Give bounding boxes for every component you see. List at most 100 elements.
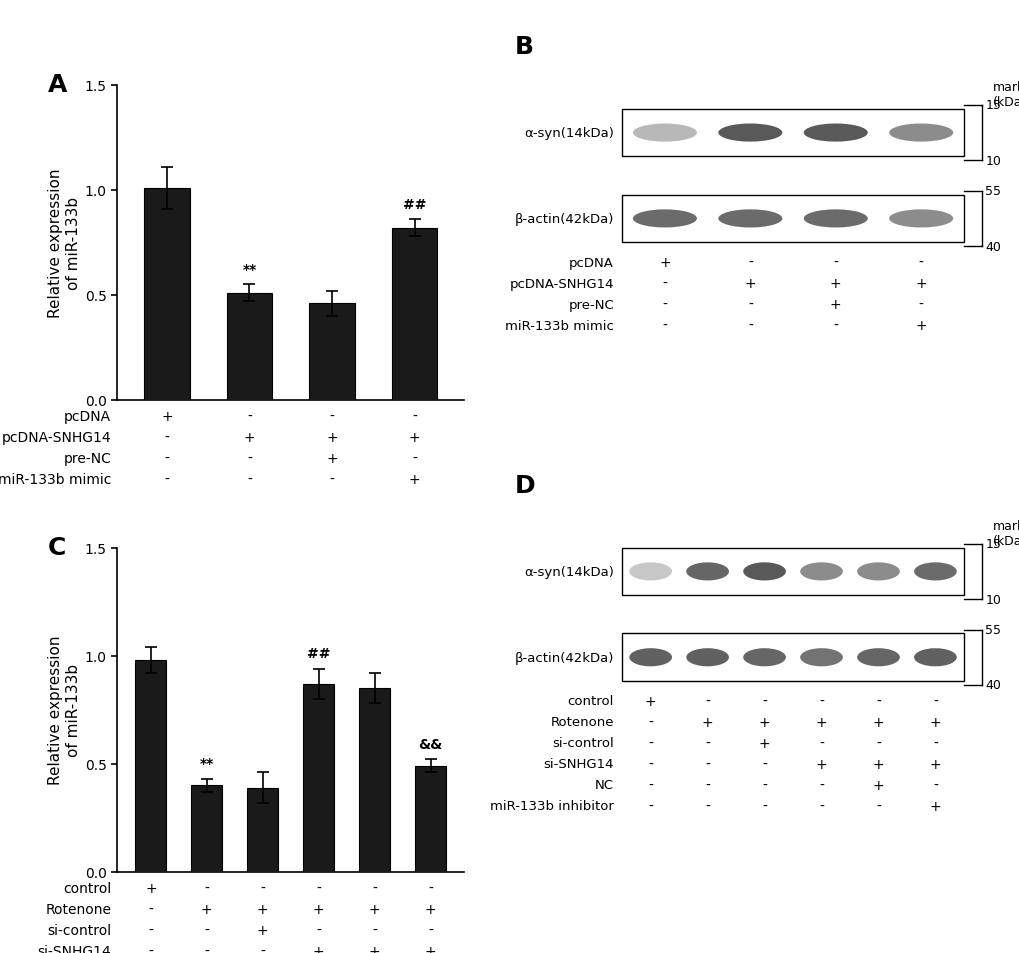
Text: -: - bbox=[761, 799, 766, 813]
Text: +: + bbox=[244, 430, 255, 444]
Text: -: - bbox=[204, 943, 209, 953]
Text: si-SNHG14: si-SNHG14 bbox=[543, 758, 613, 771]
Text: -: - bbox=[149, 943, 153, 953]
Text: 10: 10 bbox=[984, 154, 1001, 168]
Text: -: - bbox=[372, 923, 377, 937]
Text: +: + bbox=[872, 778, 883, 792]
Text: +: + bbox=[914, 318, 926, 333]
Text: 55: 55 bbox=[984, 185, 1001, 198]
Text: +: + bbox=[658, 255, 671, 270]
Text: +: + bbox=[424, 902, 436, 916]
Text: -: - bbox=[428, 881, 432, 895]
Text: -: - bbox=[247, 472, 252, 486]
Text: -: - bbox=[747, 255, 752, 270]
Text: -: - bbox=[761, 778, 766, 792]
Text: si-control: si-control bbox=[551, 737, 613, 750]
Text: -: - bbox=[704, 757, 709, 771]
Text: miR-133b mimic: miR-133b mimic bbox=[0, 472, 111, 486]
Text: -: - bbox=[648, 757, 652, 771]
Text: -: - bbox=[648, 778, 652, 792]
Text: -: - bbox=[918, 255, 923, 270]
Text: +: + bbox=[369, 943, 380, 953]
Text: +: + bbox=[815, 715, 826, 729]
Text: -: - bbox=[932, 694, 936, 708]
Text: NC: NC bbox=[594, 779, 613, 792]
Text: -: - bbox=[329, 472, 334, 486]
Text: +: + bbox=[744, 276, 755, 291]
Text: +: + bbox=[145, 881, 157, 895]
Text: ##: ## bbox=[403, 197, 426, 212]
Text: -: - bbox=[164, 430, 169, 444]
Text: 40: 40 bbox=[984, 240, 1001, 253]
Text: A: A bbox=[48, 73, 67, 97]
Text: +: + bbox=[201, 902, 212, 916]
Text: Rotenone: Rotenone bbox=[550, 716, 613, 729]
Text: -: - bbox=[412, 451, 417, 465]
Text: -: - bbox=[648, 799, 652, 813]
Text: si-control: si-control bbox=[47, 923, 111, 937]
Text: +: + bbox=[701, 715, 712, 729]
Text: -: - bbox=[932, 736, 936, 750]
Text: -: - bbox=[329, 409, 334, 423]
Text: -: - bbox=[260, 881, 265, 895]
Text: +: + bbox=[758, 715, 769, 729]
Text: +: + bbox=[409, 472, 420, 486]
Text: -: - bbox=[204, 923, 209, 937]
Text: -: - bbox=[661, 276, 666, 291]
Text: +: + bbox=[872, 757, 883, 771]
Text: -: - bbox=[412, 409, 417, 423]
Bar bbox=[415, 766, 445, 872]
Text: +: + bbox=[257, 902, 268, 916]
Text: -: - bbox=[149, 902, 153, 916]
Text: -: - bbox=[661, 318, 666, 333]
Text: -: - bbox=[661, 297, 666, 312]
Text: β-actin(42kDa): β-actin(42kDa) bbox=[515, 213, 613, 226]
Text: D: D bbox=[515, 474, 535, 497]
Text: -: - bbox=[875, 799, 880, 813]
Text: +: + bbox=[928, 715, 941, 729]
Bar bbox=[303, 684, 334, 872]
Text: -: - bbox=[149, 923, 153, 937]
Text: 55: 55 bbox=[984, 623, 1001, 637]
Text: -: - bbox=[316, 923, 321, 937]
Text: -: - bbox=[704, 736, 709, 750]
Text: **: ** bbox=[243, 263, 257, 276]
Text: -: - bbox=[648, 736, 652, 750]
Text: pcDNA-SNHG14: pcDNA-SNHG14 bbox=[510, 277, 613, 291]
Text: -: - bbox=[704, 694, 709, 708]
Text: -: - bbox=[164, 472, 169, 486]
Text: +: + bbox=[829, 297, 841, 312]
Text: +: + bbox=[326, 451, 337, 465]
Bar bbox=[136, 660, 166, 872]
Text: -: - bbox=[372, 881, 377, 895]
Text: -: - bbox=[833, 255, 838, 270]
Text: +: + bbox=[928, 757, 941, 771]
Text: -: - bbox=[747, 297, 752, 312]
Text: -: - bbox=[818, 778, 823, 792]
Text: -: - bbox=[818, 694, 823, 708]
Y-axis label: Relative expression
of miR-133b: Relative expression of miR-133b bbox=[48, 169, 81, 317]
Text: B: B bbox=[515, 35, 534, 59]
Text: +: + bbox=[829, 276, 841, 291]
Text: pcDNA: pcDNA bbox=[64, 409, 111, 423]
Text: Rotenone: Rotenone bbox=[45, 902, 111, 916]
Text: miR-133b mimic: miR-133b mimic bbox=[504, 319, 613, 333]
Bar bbox=[226, 294, 272, 400]
Text: -: - bbox=[247, 451, 252, 465]
Text: -: - bbox=[818, 799, 823, 813]
Text: miR-133b inhibitor: miR-133b inhibitor bbox=[490, 800, 613, 813]
Text: marker
(kDa): marker (kDa) bbox=[991, 519, 1019, 547]
Text: -: - bbox=[918, 297, 923, 312]
Text: pcDNA-SNHG14: pcDNA-SNHG14 bbox=[2, 430, 111, 444]
Text: si-SNHG14: si-SNHG14 bbox=[38, 943, 111, 953]
Text: pre-NC: pre-NC bbox=[568, 298, 613, 312]
Text: +: + bbox=[257, 923, 268, 937]
Text: +: + bbox=[914, 276, 926, 291]
Bar bbox=[248, 788, 278, 872]
Text: -: - bbox=[204, 881, 209, 895]
Text: 10: 10 bbox=[984, 593, 1001, 606]
Text: -: - bbox=[833, 318, 838, 333]
Text: control: control bbox=[63, 881, 111, 895]
Y-axis label: Relative expression
of miR-133b: Relative expression of miR-133b bbox=[48, 636, 81, 784]
Bar bbox=[192, 785, 222, 872]
